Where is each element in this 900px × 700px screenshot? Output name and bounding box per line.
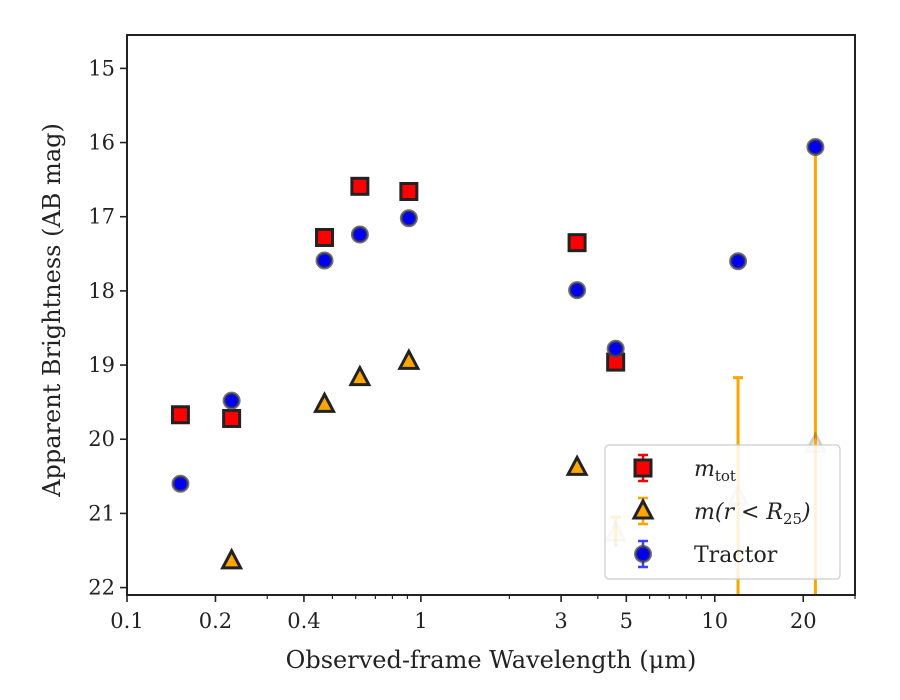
legend: mtot m(r < R25) Tractor	[604, 444, 841, 580]
x-tick-label: 5	[620, 609, 633, 633]
y-axis-ticks: 15 16 17 18 19 20 21 22	[88, 56, 127, 600]
data-point-circle	[806, 138, 825, 156]
data-point-circle	[350, 225, 369, 244]
legend-label: mtot	[694, 457, 736, 485]
data-point-circle	[729, 252, 748, 271]
data-point-square	[315, 227, 335, 247]
data-point-circle	[315, 251, 334, 270]
data-point-circle	[399, 209, 418, 228]
x-tick-label: 0.4	[287, 609, 320, 633]
y-tick-label: 15	[88, 56, 115, 80]
x-axis-ticks: 0.1 0.2 0.4 1 3 5 10 20	[110, 595, 856, 633]
data-point-circle	[222, 391, 241, 410]
x-axis-label: Observed-frame Wavelength (μm)	[286, 646, 697, 674]
x-tick-label: 3	[554, 609, 567, 633]
x-tick-label: 20	[790, 609, 817, 633]
y-tick-label: 22	[88, 576, 115, 600]
legend-marker	[631, 497, 655, 520]
data-point-square	[170, 405, 190, 425]
data-point-triangle	[313, 391, 337, 413]
y-tick-label: 17	[88, 205, 115, 229]
data-point-triangle	[348, 364, 372, 387]
y-tick-label: 20	[88, 427, 115, 451]
x-tick-label: 0.2	[199, 609, 232, 633]
data-point-triangle	[397, 348, 421, 370]
data-point-square	[399, 182, 419, 202]
legend-marker	[633, 458, 653, 478]
data-point-circle	[171, 474, 190, 493]
data-point-square	[222, 408, 242, 428]
data-point-square	[350, 176, 370, 196]
x-tick-label: 0.1	[110, 609, 143, 633]
x-tick-label: 1	[414, 609, 427, 633]
data-point-square	[567, 233, 587, 253]
data-point-triangle	[565, 454, 589, 476]
y-tick-label: 19	[88, 353, 115, 377]
data-point-circle	[606, 339, 625, 358]
data-point-triangle	[220, 547, 244, 570]
y-tick-label: 18	[88, 279, 115, 303]
data-point-circle	[568, 281, 587, 300]
x-tick-label: 10	[701, 609, 728, 633]
legend-label: Tractor	[694, 543, 778, 568]
legend-label: m(r < R25)	[694, 500, 811, 528]
legend-marker	[634, 545, 652, 563]
y-axis-label: Apparent Brightness (AB mag)	[38, 123, 66, 498]
plot-frame	[126, 34, 856, 596]
y-tick-label: 16	[88, 131, 115, 155]
y-tick-label: 21	[88, 501, 115, 525]
legend-box	[604, 444, 841, 580]
